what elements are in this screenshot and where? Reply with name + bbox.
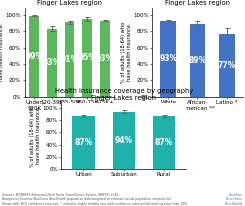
Bar xyxy=(65,22,74,97)
Bar xyxy=(153,116,175,169)
Text: 93%: 93% xyxy=(159,54,177,63)
Text: 94%: 94% xyxy=(115,136,133,145)
Text: 83%: 83% xyxy=(43,58,61,67)
Text: Excellus
BlueCross
BlueShield: Excellus BlueCross BlueShield xyxy=(224,193,243,206)
Y-axis label: % of adults (18-64) who
have health insurance: % of adults (18-64) who have health insu… xyxy=(30,105,41,167)
Bar xyxy=(100,21,110,97)
Bar xyxy=(219,34,234,97)
Bar xyxy=(189,24,206,97)
Y-axis label: % of adults (18-64) who
have health insurance: % of adults (18-64) who have health insu… xyxy=(121,22,132,83)
Title: Health insurance coverage by geography
Finger Lakes region: Health insurance coverage by geography F… xyxy=(55,88,193,101)
Text: Sources: NY/BRFSS Behavioral Risk Factor Surveillance System (BRFSS) 2016.
Analy: Sources: NY/BRFSS Behavioral Risk Factor… xyxy=(2,193,188,206)
Text: 87%: 87% xyxy=(155,138,173,147)
Y-axis label: % of adults (18-64) who
have health insurance: % of adults (18-64) who have health insu… xyxy=(0,22,4,83)
Text: 93%: 93% xyxy=(96,54,114,63)
Text: 87%: 87% xyxy=(74,138,93,147)
Bar xyxy=(47,29,57,97)
Text: 95%: 95% xyxy=(78,53,96,62)
Text: 89%: 89% xyxy=(188,56,207,65)
Bar xyxy=(82,19,92,97)
Title: Health insurance coverage by race/ethnicity
Finger Lakes region: Health insurance coverage by race/ethnic… xyxy=(123,0,245,6)
Text: 91%: 91% xyxy=(61,55,79,64)
Bar xyxy=(113,111,135,169)
Bar xyxy=(29,16,39,97)
Text: 99%: 99% xyxy=(25,52,43,61)
Bar xyxy=(160,21,176,97)
Title: Health insurance coverage by income
Finger Lakes region: Health insurance coverage by income Fing… xyxy=(6,0,133,6)
Bar xyxy=(72,116,95,169)
Text: 77%: 77% xyxy=(217,61,236,70)
